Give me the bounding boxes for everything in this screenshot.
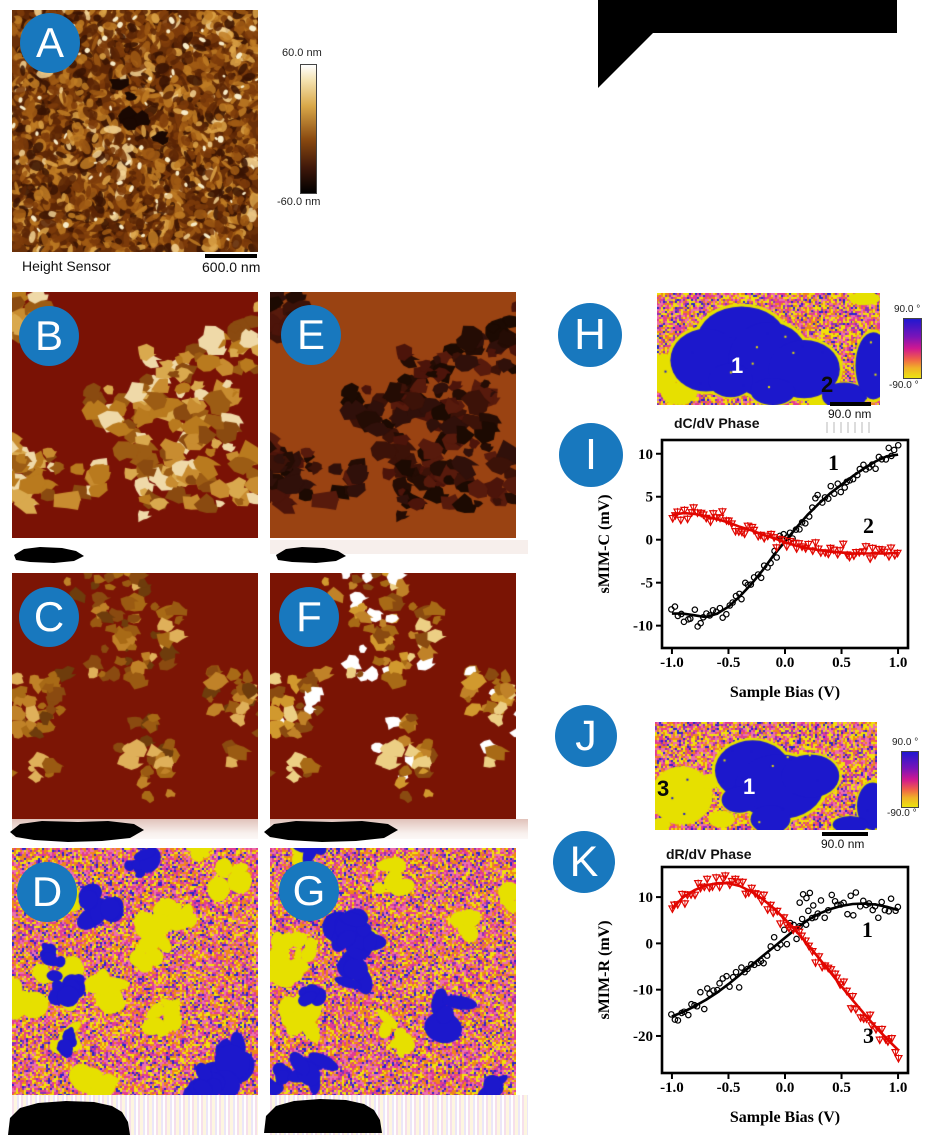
panel-f-letter-badge: F (279, 587, 339, 647)
panel-d-letter: D (31, 868, 63, 915)
svg-text:-1.0: -1.0 (660, 1080, 684, 1096)
svg-text:-0.5: -0.5 (717, 1080, 741, 1096)
panel-i-letter: I (584, 430, 598, 479)
phase-colorbar-h (903, 318, 922, 379)
phase-colorbar-h-min-label: -90.0 ° (889, 380, 919, 391)
panel-h-caption: dC/dV Phase (674, 415, 760, 431)
redaction-caption-c (10, 821, 144, 842)
svg-text:0.5: 0.5 (832, 655, 851, 671)
svg-text:0.0: 0.0 (776, 1080, 795, 1096)
phase-colorbar-j-min-label: -90.0 ° (887, 808, 917, 819)
svg-text:1.0: 1.0 (889, 655, 908, 671)
svg-text:sMIM-C (mV): sMIM-C (mV) (596, 494, 613, 593)
panel-c-letter: C (33, 593, 65, 640)
svg-text:sMIM-R (mV): sMIM-R (mV) (596, 920, 613, 1019)
svg-text:-0.5: -0.5 (717, 655, 741, 671)
panel-j-letter: J (575, 711, 597, 760)
svg-text:10: 10 (638, 890, 653, 906)
panel-k-letter: K (569, 837, 599, 886)
region-label-j-1: 1 (743, 774, 756, 799)
panel-h-letter: H (574, 310, 606, 359)
svg-text:1: 1 (862, 917, 873, 942)
height-colorbar-min-label: -60.0 nm (277, 196, 321, 208)
svg-text:0.0: 0.0 (776, 655, 795, 671)
redaction-top-right (598, 0, 897, 88)
panel-a-letter-badge: A (20, 13, 80, 73)
panel-c-letter-badge: C (19, 587, 79, 647)
panel-h-scalebar (830, 402, 871, 406)
svg-text:2: 2 (863, 513, 874, 538)
panel-i-letter-badge: I (559, 423, 623, 487)
svg-text:0.5: 0.5 (832, 1080, 851, 1096)
phase-colorbar-j-max-label: 90.0 ° (892, 737, 919, 748)
panel-h-scalebar-label: 90.0 nm (828, 407, 872, 421)
redaction-caption-g (264, 1099, 382, 1133)
redaction-caption-b (14, 547, 84, 563)
height-colorbar (300, 64, 317, 194)
svg-text:1.0: 1.0 (889, 1080, 908, 1096)
panel-a-scalebar (205, 254, 257, 258)
panel-g-letter-badge: G (279, 861, 339, 921)
panel-e-letter-badge: E (281, 305, 341, 365)
panel-j-scalebar-label: 90.0 nm (821, 837, 865, 851)
panel-h-letter-badge: H (558, 303, 622, 367)
panel-j-scalebar (822, 832, 868, 836)
region-label-h-2: 2 (821, 372, 834, 397)
svg-text:10: 10 (638, 447, 653, 463)
svg-text:-10: -10 (633, 619, 653, 635)
phase-image-j (655, 722, 877, 830)
phase-colorbar-j (901, 751, 919, 808)
svg-text:-10: -10 (633, 983, 653, 999)
panel-a-scalebar-label: 600.0 nm (202, 259, 261, 275)
phase-colorbar-h-max-label: 90.0 ° (894, 304, 921, 315)
redaction-caption-e (276, 547, 346, 563)
svg-text:0: 0 (646, 936, 654, 952)
panel-g-letter: G (292, 867, 326, 914)
svg-text:5: 5 (646, 490, 654, 506)
redaction-caption-f (264, 821, 398, 842)
panel-a-letter: A (35, 19, 64, 66)
svg-text:Sample Bias (V): Sample Bias (V) (730, 684, 840, 701)
panel-k-letter-badge: K (553, 831, 615, 893)
svg-text:-20: -20 (633, 1029, 653, 1045)
phase-image-h (657, 293, 880, 405)
svg-text:Sample Bias (V): Sample Bias (V) (730, 1109, 840, 1126)
panel-a-caption: Height Sensor (22, 258, 111, 274)
chart-smim-c-vs-bias: -1.0 -0.5 0.0 0.5 1.0 10 5 0 -5 -10 Sample Bias (V… (596, 438, 910, 701)
svg-text:1: 1 (828, 450, 839, 475)
panel-j-caption: dR/dV Phase (666, 846, 752, 862)
height-colorbar-max-label: 60.0 nm (282, 47, 322, 59)
faded-ticks-h (826, 422, 874, 433)
region-label-h-1: 1 (731, 353, 744, 378)
svg-text:3: 3 (863, 1023, 874, 1048)
region-label-j-3: 3 (657, 776, 670, 801)
panel-d-letter-badge: D (17, 862, 77, 922)
redaction-caption-d (8, 1101, 130, 1135)
svg-text:-1.0: -1.0 (660, 655, 684, 671)
panel-f-letter: F (296, 593, 322, 640)
chart-smim-r-vs-bias: -1.0 -0.5 0.0 0.5 1.0 10 0 -10 -20 Sample Bias (V… (596, 865, 910, 1126)
panel-j-letter-badge: J (555, 705, 617, 767)
svg-text:0: 0 (646, 533, 654, 549)
panel-b-letter: B (34, 312, 63, 359)
svg-text:-5: -5 (641, 576, 654, 592)
panel-e-letter: E (296, 311, 325, 358)
panel-b-letter-badge: B (19, 306, 79, 366)
